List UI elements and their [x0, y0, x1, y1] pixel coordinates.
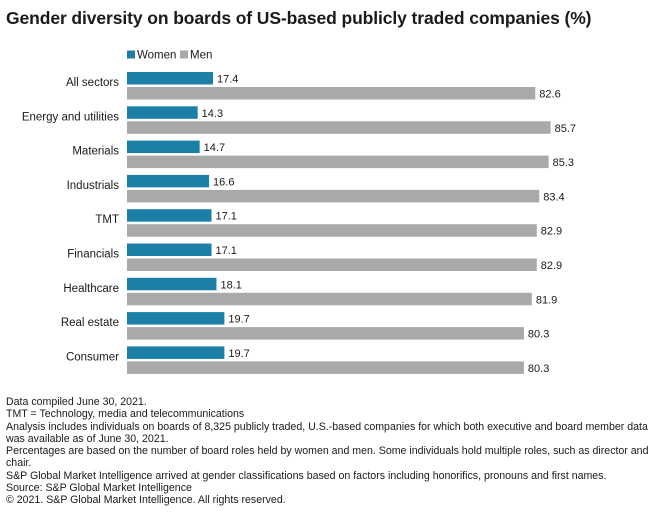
bar-women-real-estate	[127, 312, 225, 325]
bar-women-healthcare	[127, 277, 217, 291]
data-label-women-industrials: 16.6	[213, 176, 234, 188]
data-label-women-all-sectors: 17.4	[217, 74, 238, 86]
bar-men-tmt	[127, 224, 537, 237]
legend-swatch-men	[180, 50, 188, 59]
category-label-consumer: Consumer	[66, 351, 119, 363]
category-label-financials: Financials	[67, 249, 119, 261]
category-label-materials: Materials	[72, 146, 119, 158]
bar-men-industrials	[127, 189, 540, 203]
footnote-tmt: TMT = Technology, media and telecommunic…	[6, 408, 245, 421]
legend-label-women: Women	[137, 50, 176, 62]
data-label-women-energy-and-utilities: 14.3	[202, 108, 223, 120]
bar-men-all-sectors	[127, 87, 536, 100]
data-label-women-tmt: 17.1	[216, 211, 237, 223]
category-label-energy-and-utilities: Energy and utilities	[22, 111, 119, 123]
bar-women-industrials	[127, 174, 210, 188]
bar-women-materials	[127, 140, 200, 154]
footnote-analysis: Analysis includes individuals on boards …	[6, 420, 648, 445]
data-label-men-healthcare: 81.9	[536, 294, 557, 306]
bar-women-energy-and-utilities	[127, 106, 198, 119]
footnote-data-compiled: Data compiled June 30, 2021.	[6, 396, 147, 408]
bar-chart: Women Men All sectors 17.4 82.6 Energy and ut…	[22, 50, 576, 375]
bar-men-financials	[127, 258, 537, 271]
bar-men-healthcare	[127, 292, 532, 306]
bar-men-real-estate	[127, 327, 524, 340]
category-label-all-sectors: All sectors	[66, 77, 119, 89]
data-label-men-consumer: 80.3	[528, 363, 549, 375]
data-label-women-real-estate: 19.7	[228, 314, 249, 326]
bar-men-energy-and-utilities	[127, 121, 551, 134]
footnote-copyright: © 2021. S&P Global Market Intelligence. …	[6, 494, 286, 507]
data-label-men-energy-and-utilities: 85.7	[555, 123, 576, 135]
data-label-men-tmt: 82.9	[541, 226, 562, 238]
data-label-men-materials: 85.3	[553, 157, 574, 169]
category-label-industrials: Industrials	[67, 180, 120, 192]
footnote-source: Source: S&P Global Market Intelligence	[6, 482, 192, 495]
data-label-women-financials: 17.1	[216, 245, 237, 257]
data-label-women-healthcare: 18.1	[220, 279, 241, 291]
data-label-men-real-estate: 80.3	[528, 329, 549, 341]
bar-men-materials	[127, 155, 549, 169]
bar-women-financials	[127, 243, 212, 256]
legend-label-men: Men	[190, 50, 212, 62]
data-label-men-financials: 82.9	[541, 260, 562, 272]
data-label-women-consumer: 19.7	[228, 348, 249, 360]
category-label-healthcare: Healthcare	[63, 283, 119, 295]
footnote-percentages: Percentages are based on the number of b…	[6, 445, 649, 470]
category-label-tmt: TMT	[95, 214, 119, 226]
legend-swatch-women	[127, 50, 135, 59]
bar-women-tmt	[127, 209, 212, 222]
data-label-men-industrials: 83.4	[543, 191, 564, 203]
bar-women-all-sectors	[127, 72, 214, 85]
chart-footnotes: Data compiled June 30, 2021. TMT = Techn…	[6, 396, 656, 507]
data-label-men-all-sectors: 82.6	[539, 89, 560, 101]
footnote-classification: S&P Global Market Intelligence arrived a…	[6, 469, 607, 482]
data-label-women-materials: 14.7	[204, 142, 225, 154]
bar-men-consumer	[127, 361, 524, 374]
category-label-real-estate: Real estate	[61, 317, 119, 329]
chart-title: Gender diversity on boards of US-based p…	[6, 8, 592, 28]
bar-women-consumer	[127, 346, 225, 359]
